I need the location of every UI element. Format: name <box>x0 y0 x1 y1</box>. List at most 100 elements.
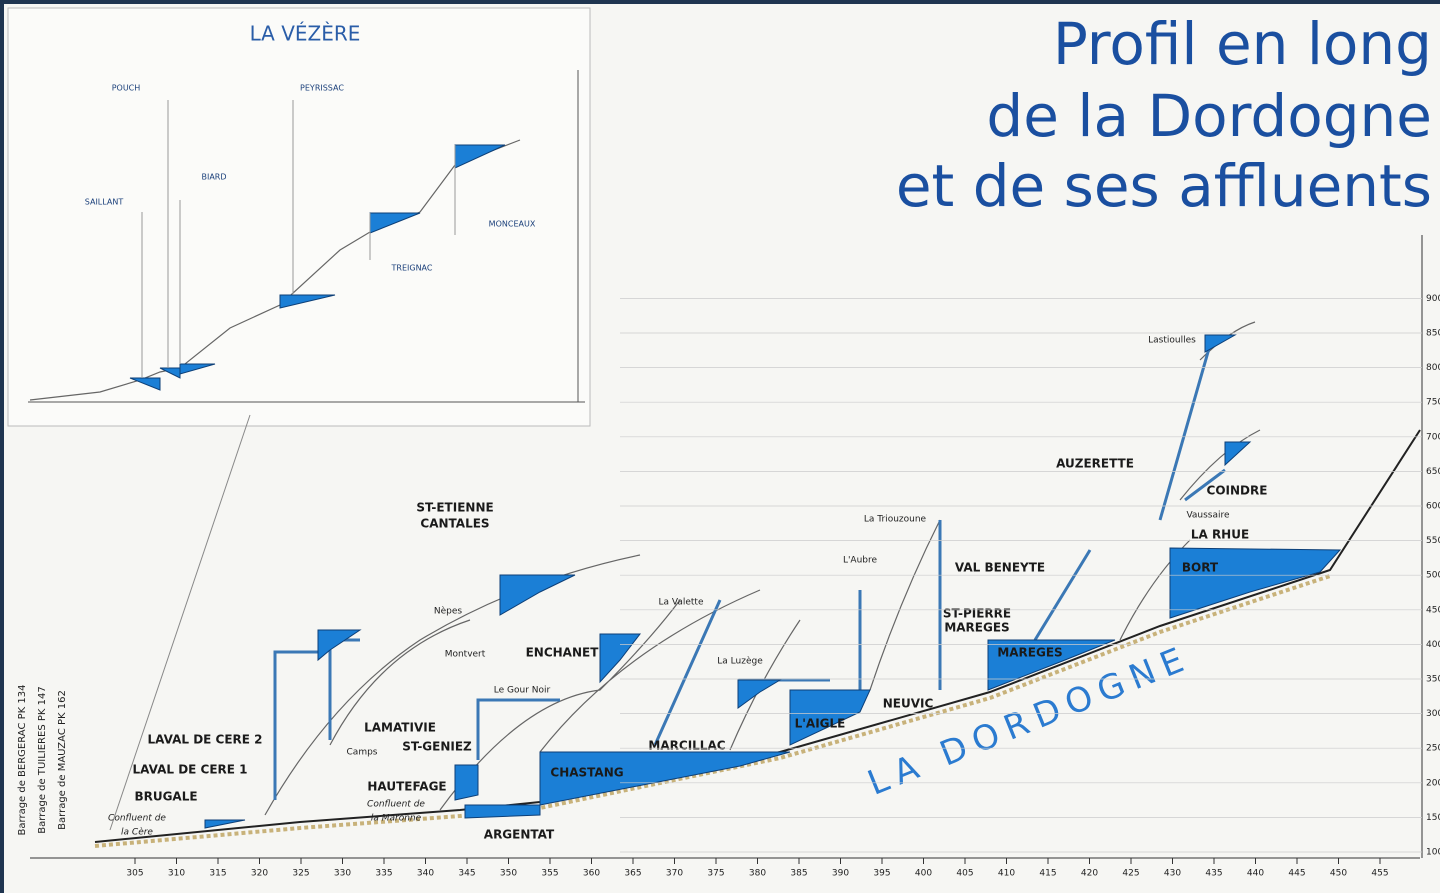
inset-dam-label: BIARD <box>201 173 226 182</box>
left-label: Barrage de MAUZAC PK 162 <box>57 690 68 830</box>
x-tick-label: 305 <box>126 869 143 879</box>
x-tick-label: 400 <box>915 869 932 879</box>
inset-dam-label: MONCEAUX <box>489 220 536 229</box>
reservoir <box>454 764 479 801</box>
y-tick-label: 700 <box>1426 432 1440 442</box>
y-tick-label: 400 <box>1426 640 1440 650</box>
x-tick-label: 445 <box>1288 869 1305 879</box>
x-tick-label: 330 <box>334 869 351 879</box>
dam-label: LAMATIVIE <box>364 721 436 735</box>
y-tick-label: 550 <box>1426 536 1440 546</box>
x-tick-label: 425 <box>1122 869 1139 879</box>
dam-label: HAUTEFAGE <box>367 780 446 794</box>
x-tick-label: 315 <box>209 869 226 879</box>
inset-frame <box>7 7 591 427</box>
reservoir <box>737 679 782 709</box>
place-label: la Maronne <box>371 814 422 824</box>
place-label: L'Aubre <box>843 556 878 566</box>
x-tick-label: 375 <box>707 869 724 879</box>
dam-label: MAREGES <box>997 646 1062 660</box>
inset-pointer <box>109 414 251 831</box>
y-tick-label: 750 <box>1426 398 1440 408</box>
y-tick-label: 800 <box>1426 363 1440 373</box>
y-tick-label: 450 <box>1426 605 1440 615</box>
reservoir <box>599 633 642 684</box>
dam-label: L'AIGLE <box>795 717 846 731</box>
x-tick-label: 310 <box>168 869 185 879</box>
x-tick-label: 385 <box>790 869 807 879</box>
x-tick-label: 320 <box>251 869 268 879</box>
x-tick-label: 355 <box>541 869 558 879</box>
dam-label: MARCILLAC <box>648 739 725 753</box>
x-tick-label: 405 <box>956 869 973 879</box>
x-tick-label: 325 <box>292 869 309 879</box>
dam-label: ST-GENIEZ <box>402 740 472 754</box>
dam-label: VAL BENEYTE <box>955 561 1045 575</box>
x-tick-label: 335 <box>375 869 392 879</box>
inset-leader <box>141 100 456 378</box>
reservoir <box>464 804 541 819</box>
dam-label: ST-PIERRE <box>943 607 1011 621</box>
x-tick-label: 420 <box>1081 869 1098 879</box>
dam-label: LAVAL DE CERE 1 <box>132 763 247 777</box>
y-tick-label: 100 <box>1426 848 1440 858</box>
inset-dam-label: SAILLANT <box>85 198 124 207</box>
left-label: Barrage de TUILIERES PK 147 <box>37 686 48 833</box>
dam-label: MAREGES <box>944 621 1009 635</box>
y-tick-label: 200 <box>1426 778 1440 788</box>
place-label: Vaussaire <box>1186 511 1230 521</box>
y-tick-label: 500 <box>1426 571 1440 581</box>
reservoir <box>789 689 871 746</box>
x-tick-label: 350 <box>500 869 517 879</box>
x-tick-label: 380 <box>749 869 766 879</box>
dam-label: AUZERETTE <box>1056 457 1134 471</box>
reservoir <box>1204 334 1237 353</box>
place-label: La Valette <box>659 598 704 608</box>
place-label: Montvert <box>445 650 486 660</box>
y-tick-label: 350 <box>1426 675 1440 685</box>
x-tick-label: 390 <box>832 869 849 879</box>
x-tick-label: 340 <box>417 869 434 879</box>
dam-label: CHASTANG <box>550 766 623 780</box>
inset-profile <box>29 139 521 401</box>
x-tick-label: 365 <box>624 869 641 879</box>
x-tick-label: 370 <box>666 869 683 879</box>
dam-label: LA RHUE <box>1191 528 1249 542</box>
dam-label: NEUVIC <box>883 697 934 711</box>
place-label: Confluent de <box>367 800 425 810</box>
x-tick-label: 345 <box>458 869 475 879</box>
place-label: Lastioulles <box>1148 336 1196 346</box>
dam-label: BORT <box>1182 561 1219 575</box>
reservoir <box>1169 547 1342 619</box>
y-tick-label: 600 <box>1426 502 1440 512</box>
reservoir <box>499 574 576 616</box>
x-tick-label: 455 <box>1371 869 1388 879</box>
x-tick-label: 450 <box>1330 869 1347 879</box>
place-label: La Luzège <box>717 656 763 667</box>
title-line: et de ses affluents <box>896 152 1432 220</box>
y-tick-label: 650 <box>1426 467 1440 477</box>
inset-dam-label: PEYRISSAC <box>300 84 344 93</box>
inset-dam-label: POUCH <box>112 84 141 93</box>
place-label: Nèpes <box>434 606 463 617</box>
title-line: de la Dordogne <box>986 82 1432 150</box>
x-tick-label: 410 <box>998 869 1015 879</box>
reservoir <box>317 629 362 662</box>
place-label: la Cère <box>121 827 153 838</box>
inset-dam-label: TREIGNAC <box>391 264 433 273</box>
inset-title: LA VÉZÈRE <box>250 22 361 46</box>
left-label: Barrage de BERGERAC PK 134 <box>17 685 28 836</box>
x-tick-label: 435 <box>1205 869 1222 879</box>
x-tick-label: 440 <box>1247 869 1264 879</box>
dam-label: CANTALES <box>420 517 489 531</box>
x-tick-label: 415 <box>1039 869 1056 879</box>
dam-label: ST-ETIENNE <box>416 501 493 515</box>
x-tick-label: 430 <box>1164 869 1181 879</box>
dam-label: ARGENTAT <box>484 828 555 842</box>
reservoir <box>539 751 791 806</box>
title-line: Profil en long <box>1053 10 1432 78</box>
reservoir <box>1224 441 1252 467</box>
place-label: Confluent de <box>108 814 166 824</box>
reservoirs <box>204 334 1342 829</box>
